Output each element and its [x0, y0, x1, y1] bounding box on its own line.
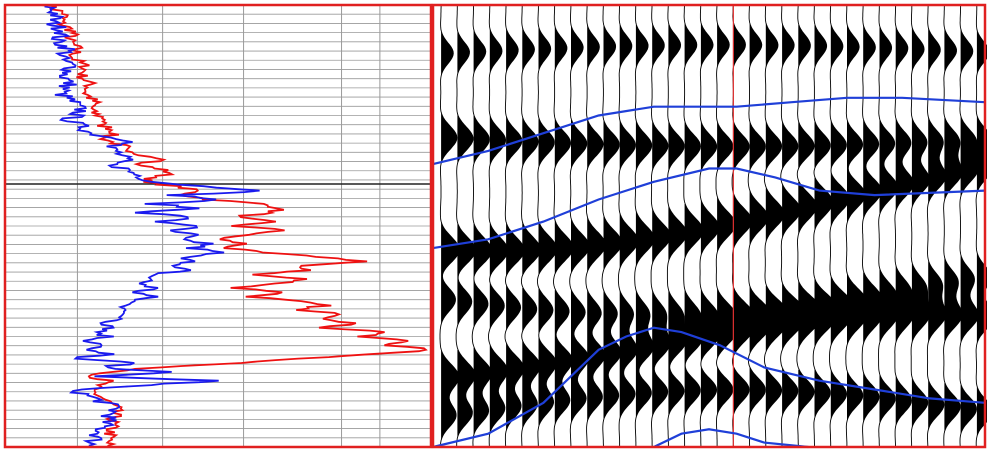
trace-fill [571, 24, 590, 425]
trace-fill [668, 22, 687, 419]
horizon-4 [653, 428, 809, 449]
seismic-panel [432, 4, 987, 449]
well-log-panel [4, 4, 432, 448]
trace-wiggle [666, 4, 688, 447]
trace-fill [489, 29, 509, 434]
trace-wiggle [569, 5, 590, 447]
trace-wiggle [439, 5, 460, 447]
trace-wiggle [455, 5, 477, 447]
horizon-1 [432, 96, 986, 166]
trace-fill [684, 22, 704, 417]
log-curve-blue [44, 4, 260, 448]
trace-wiggle [878, 4, 900, 448]
horizon-3 [432, 326, 986, 449]
trace-wiggle [926, 5, 947, 448]
trace-wiggle [975, 5, 987, 448]
trace-wiggle [959, 5, 980, 448]
trace-fill [635, 24, 655, 419]
trace-wiggle [520, 5, 541, 448]
trace-wiggle [536, 4, 558, 447]
trace-wiggle [683, 4, 705, 447]
trace-fill [700, 22, 722, 417]
trace-fill [538, 27, 557, 430]
trace-wiggle [747, 5, 774, 447]
trace-fill [911, 27, 930, 430]
trace-wiggle [650, 5, 671, 448]
trace-fill [944, 29, 963, 434]
trace-wiggle [812, 4, 839, 447]
trace-wiggle [910, 4, 931, 448]
seismic-frame [431, 3, 987, 449]
trace-fill [928, 27, 946, 432]
trace-wiggle [617, 4, 639, 448]
well-log-grid [4, 5, 432, 447]
trace-fill [506, 29, 525, 432]
log-curve-red [40, 4, 428, 448]
trace-fill [473, 29, 492, 436]
trace-fill [652, 22, 671, 419]
trace-fill [879, 27, 900, 425]
trace-wiggle [601, 4, 623, 447]
trace-wiggle [796, 4, 823, 447]
trace-wiggle [553, 4, 574, 447]
trace-wiggle [585, 5, 606, 448]
trace-fill [603, 24, 622, 423]
trace-wiggle [943, 4, 963, 448]
trace-wiggle [861, 5, 885, 448]
trace-fill [847, 24, 870, 423]
trace-wiggle [715, 4, 740, 447]
trace-fill [863, 24, 885, 423]
trace-fill [830, 24, 854, 421]
trace-wiggle [699, 5, 722, 447]
trace-wiggle [471, 4, 493, 447]
trace-wiggle [845, 4, 870, 447]
trace-fill [441, 31, 460, 443]
trace-wiggle [488, 5, 509, 448]
trace-wiggle [829, 5, 855, 447]
trace-wiggle [763, 4, 791, 447]
horizon-2 [432, 167, 986, 250]
seismic-wiggle-traces [439, 4, 987, 448]
trace-fill [587, 24, 606, 423]
horizon-lines [432, 96, 986, 449]
well-log-frame [3, 3, 433, 449]
seismic-positive-fills [441, 22, 987, 443]
trace-fill [522, 27, 541, 430]
trace-fill [619, 24, 638, 421]
trace-wiggle [894, 5, 915, 448]
trace-wiggle [634, 4, 655, 447]
trace-wiggle [504, 5, 525, 448]
